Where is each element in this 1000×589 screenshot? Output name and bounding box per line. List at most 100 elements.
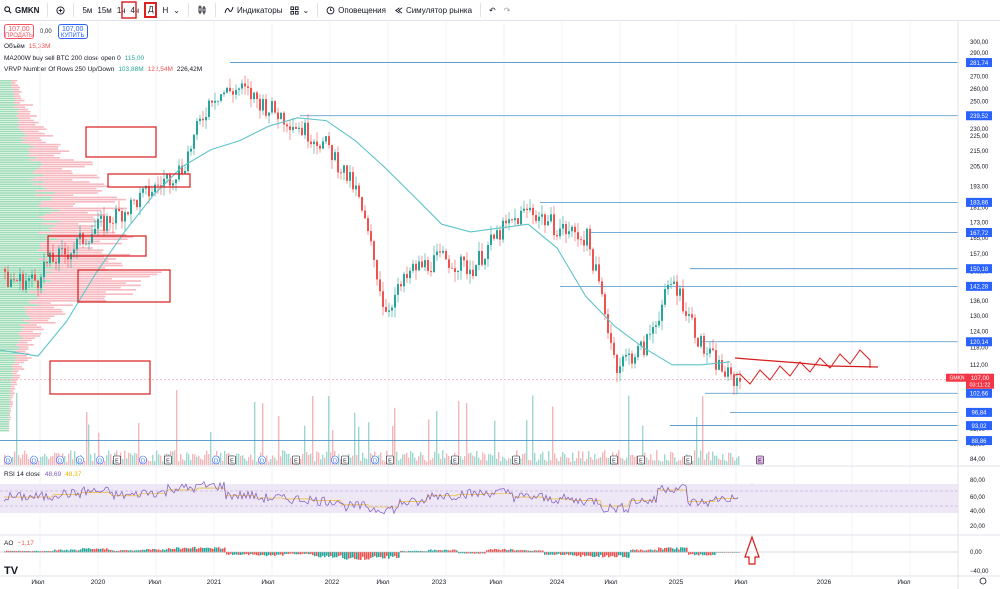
chevron-down-icon[interactable]: ⌄: [173, 5, 180, 15]
event-marker-label: E: [686, 459, 690, 465]
candle-body: [625, 354, 627, 357]
volume-bar: [556, 458, 558, 465]
candle-body: [430, 270, 432, 273]
volume-bar: [260, 452, 262, 465]
volume-bar: [670, 451, 672, 465]
candle-body: [322, 141, 324, 149]
ao-bar: [68, 550, 70, 553]
volume-bar: [264, 458, 266, 465]
ao-bar: [288, 552, 290, 554]
ao-bar: [248, 552, 250, 556]
compare-button[interactable]: [52, 0, 69, 20]
ao-bar: [362, 552, 364, 557]
volume-bar: [442, 450, 444, 465]
vrvp-up-bar: [0, 297, 38, 300]
ao-bar: [500, 550, 502, 553]
candle-body: [478, 250, 480, 266]
vrvp-legend[interactable]: VRVP Number Of Rows 250 Up/Down 103,88M 12…: [4, 66, 202, 73]
candle-body: [226, 87, 228, 93]
add-symbol-icon: [56, 5, 66, 15]
timeframe-1h[interactable]: 1ч: [116, 5, 126, 15]
grid-icon: [290, 5, 300, 15]
time-tick: 2023: [432, 579, 447, 586]
chart-type-button[interactable]: [193, 0, 211, 20]
ao-bar: [356, 552, 358, 560]
timeframe-15m[interactable]: 15м: [97, 5, 112, 15]
volume-bar: [666, 459, 668, 465]
candle-body: [55, 262, 57, 264]
candle-body: [220, 94, 222, 101]
candle-body: [349, 171, 351, 181]
sell-button[interactable]: 107,00 ПРОДАТЬ: [4, 24, 34, 39]
timeframe-week[interactable]: Н: [162, 5, 169, 15]
vrvp-down-bar: [42, 223, 79, 225]
price-tick: 280,00: [970, 63, 989, 69]
volume-bar: [312, 395, 314, 465]
alerts-button[interactable]: Оповещения: [322, 0, 390, 20]
volume-bar: [216, 450, 218, 465]
volume-bar: [214, 455, 216, 465]
candle-body: [343, 165, 345, 173]
undo-button[interactable]: ↶: [485, 0, 500, 20]
event-marker-label: D: [333, 459, 337, 465]
volume-bar: [178, 461, 180, 465]
volume-bar: [158, 454, 160, 465]
volume-legend[interactable]: Объём 15,33M: [4, 43, 50, 50]
rsi-pane: [0, 481, 958, 515]
redo-button[interactable]: ↷: [500, 0, 515, 20]
volume-bar: [258, 459, 260, 465]
rsi-legend[interactable]: RSI 14 close 48,69 48,37: [4, 471, 81, 478]
ao-bar: [496, 549, 498, 553]
ao-bar: [452, 549, 454, 553]
timeframe-5m[interactable]: 5м: [82, 5, 93, 15]
ao-bar: [610, 552, 612, 557]
volume-bar: [38, 460, 40, 465]
timeframe-day[interactable]: Д: [144, 2, 158, 18]
ao-bar: [30, 551, 32, 553]
candle-body: [115, 208, 117, 224]
ao-bar: [550, 552, 552, 555]
vrvp-down-bar: [20, 330, 33, 333]
ao-bar: [350, 552, 352, 558]
volume-bar: [252, 459, 254, 465]
candle-body: [700, 335, 702, 347]
vrvp-down-bar: [28, 148, 59, 150]
vrvp-up-bar: [0, 273, 45, 276]
timeframe-4h[interactable]: 4ч: [130, 5, 140, 15]
volume-bar: [696, 417, 698, 465]
symbol-search[interactable]: GMKN: [0, 0, 43, 20]
volume-bar: [478, 457, 480, 465]
candle-body: [718, 359, 720, 370]
volume-bar: [308, 454, 310, 465]
volume-bar: [358, 426, 360, 465]
vrvp-down-bar: [43, 282, 126, 284]
vrvp-up-bar: [0, 174, 43, 177]
candle-body: [142, 188, 144, 193]
buy-button[interactable]: 107,00 КУПИТЬ: [57, 24, 88, 39]
ma-legend[interactable]: MA200W buy sell BTC 200 close open 0 115,…: [4, 55, 144, 62]
candle-body: [352, 171, 354, 190]
indicators-button[interactable]: Индикаторы: [220, 0, 286, 20]
vrvp-up-bar: [0, 341, 19, 344]
replay-button[interactable]: Симулятор рынка: [390, 0, 476, 20]
volume-bars: [4, 390, 740, 465]
ao-bar: [718, 552, 720, 553]
vrvp-down-bar: [9, 410, 12, 412]
volume-bar: [44, 453, 46, 465]
vrvp-up-bar: [0, 346, 21, 348]
volume-bar: [58, 452, 60, 465]
candle-body: [661, 304, 663, 321]
ao-bar: [530, 550, 532, 553]
price-tick: 230,00: [970, 127, 989, 133]
templates-button[interactable]: ⌄: [286, 0, 313, 20]
ao-bar: [202, 547, 204, 553]
ao-bar: [562, 552, 564, 555]
candle-body: [298, 127, 300, 129]
vrvp-down-bar: [54, 267, 106, 269]
annotations: [47, 1, 879, 565]
volume-bar: [256, 461, 258, 465]
ao-bar: [244, 552, 246, 555]
ao-bar: [492, 549, 494, 553]
ao-legend[interactable]: AO −1,17: [4, 540, 34, 547]
